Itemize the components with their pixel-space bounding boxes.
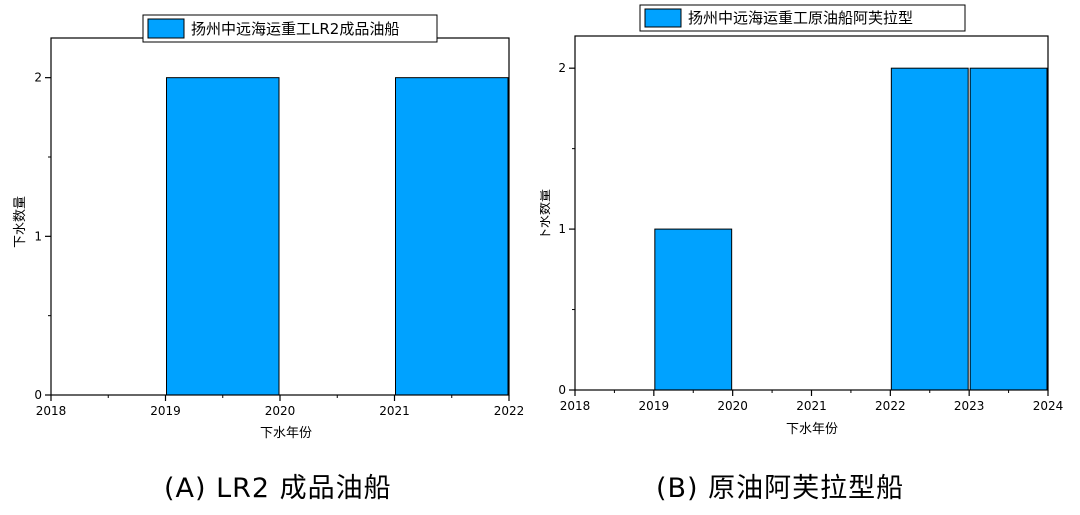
x-tick-label: 2018 — [560, 399, 591, 413]
caption-a: (A) LR2 成品油船 — [164, 473, 392, 504]
x-tick-label: 2019 — [150, 404, 181, 418]
legend: 扬州中远海运重工原油船阿芙拉型 — [639, 4, 966, 32]
x-tick-label: 2024 — [1033, 399, 1064, 413]
y-tick-label: 0 — [34, 388, 42, 402]
legend-box — [639, 4, 966, 32]
caption-b: (B) 原油阿芙拉型船 — [656, 473, 905, 504]
x-tick-label: 2022 — [875, 399, 906, 413]
y-axis-label: 下水数量 — [13, 196, 28, 248]
bar-2019 — [654, 228, 733, 391]
bar-2023 — [969, 67, 1048, 391]
x-tick-label: 2023 — [954, 399, 985, 413]
bar-2022 — [890, 67, 969, 391]
chart-b: 2018 2019 2020 2021 2022 2023 2024 0 1 2 下水年份 下水数量 扬… — [540, 4, 1064, 437]
bar-2019 — [166, 77, 280, 396]
legend: 扬州中远海运重工LR2成品油船 — [142, 14, 438, 43]
legend-box — [142, 14, 438, 43]
x-axis-label: 下水年份 — [260, 426, 312, 441]
x-tick-label: 2021 — [379, 404, 410, 418]
y-tick-label: 1 — [558, 222, 566, 236]
y-tick-label: 2 — [558, 61, 566, 75]
legend-label: 扬州中远海运重工LR2成品油船 — [191, 20, 399, 38]
legend-swatch — [644, 8, 682, 28]
x-tick-label: 2020 — [717, 399, 748, 413]
y-tick-label: 0 — [558, 383, 566, 397]
x-tick-label: 2018 — [36, 404, 67, 418]
y-tick-label: 2 — [34, 71, 42, 85]
x-tick-label: 2020 — [265, 404, 296, 418]
x-axis-label: 下水年份 — [786, 422, 838, 437]
x-tick-label: 2021 — [796, 399, 827, 413]
bar-2021 — [395, 77, 509, 396]
legend-swatch — [147, 18, 185, 39]
y-tick-label: 1 — [34, 229, 42, 243]
chart-a: 2018 2019 2020 2021 2022 0 1 2 下水年份 下水数量 扬州中远海运重工L… — [13, 14, 525, 441]
x-tick-label: 2019 — [639, 399, 670, 413]
y-axis-label: 下水数量 — [540, 189, 553, 241]
x-tick-label: 2022 — [494, 404, 525, 418]
legend-label: 扬州中远海运重工原油船阿芙拉型 — [688, 9, 913, 27]
